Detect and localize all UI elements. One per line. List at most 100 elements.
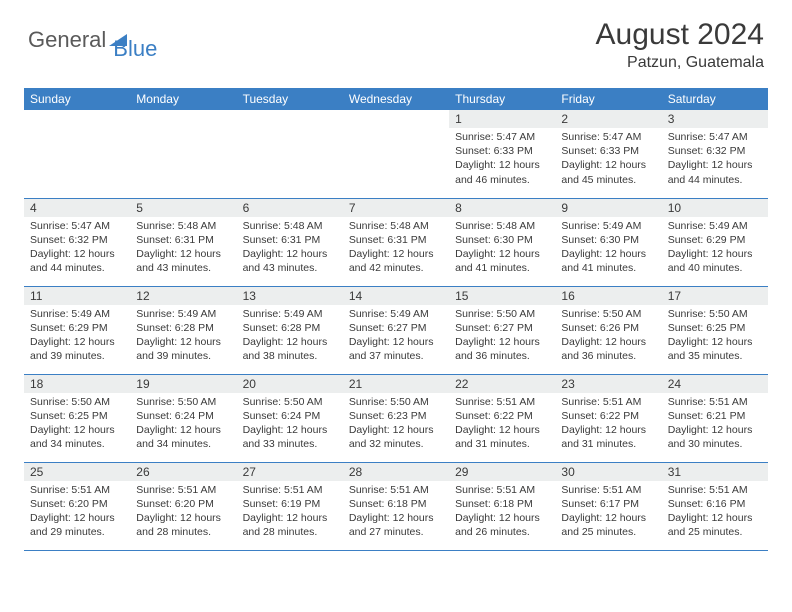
sunrise-text: Sunrise: 5:50 AM bbox=[136, 395, 230, 409]
sunset-text: Sunset: 6:21 PM bbox=[668, 409, 762, 423]
daylight-text: Daylight: 12 hours and 43 minutes. bbox=[136, 247, 230, 275]
brand-part2: Blue bbox=[113, 36, 157, 62]
sunrise-text: Sunrise: 5:51 AM bbox=[349, 483, 443, 497]
day-number: 6 bbox=[237, 199, 343, 217]
day-number: 2 bbox=[555, 110, 661, 128]
sunset-text: Sunset: 6:26 PM bbox=[561, 321, 655, 335]
sunset-text: Sunset: 6:25 PM bbox=[668, 321, 762, 335]
daylight-text: Daylight: 12 hours and 28 minutes. bbox=[243, 511, 337, 539]
day-info: Sunrise: 5:51 AMSunset: 6:22 PMDaylight:… bbox=[555, 393, 661, 456]
day-number: 14 bbox=[343, 287, 449, 305]
day-number: 17 bbox=[662, 287, 768, 305]
daylight-text: Daylight: 12 hours and 39 minutes. bbox=[30, 335, 124, 363]
calendar-cell: 13Sunrise: 5:49 AMSunset: 6:28 PMDayligh… bbox=[237, 286, 343, 374]
sunrise-text: Sunrise: 5:51 AM bbox=[561, 483, 655, 497]
daylight-text: Daylight: 12 hours and 39 minutes. bbox=[136, 335, 230, 363]
day-info: Sunrise: 5:49 AMSunset: 6:28 PMDaylight:… bbox=[237, 305, 343, 368]
day-number: 28 bbox=[343, 463, 449, 481]
calendar-week: 11Sunrise: 5:49 AMSunset: 6:29 PMDayligh… bbox=[24, 286, 768, 374]
day-info: Sunrise: 5:50 AMSunset: 6:25 PMDaylight:… bbox=[24, 393, 130, 456]
calendar-week: 4Sunrise: 5:47 AMSunset: 6:32 PMDaylight… bbox=[24, 198, 768, 286]
day-number: 15 bbox=[449, 287, 555, 305]
day-header: Wednesday bbox=[343, 88, 449, 110]
calendar-cell: 22Sunrise: 5:51 AMSunset: 6:22 PMDayligh… bbox=[449, 374, 555, 462]
sunset-text: Sunset: 6:28 PM bbox=[243, 321, 337, 335]
sunrise-text: Sunrise: 5:51 AM bbox=[136, 483, 230, 497]
sunrise-text: Sunrise: 5:47 AM bbox=[30, 219, 124, 233]
sunrise-text: Sunrise: 5:48 AM bbox=[455, 219, 549, 233]
sunrise-text: Sunrise: 5:50 AM bbox=[561, 307, 655, 321]
sunset-text: Sunset: 6:22 PM bbox=[561, 409, 655, 423]
day-info: Sunrise: 5:48 AMSunset: 6:31 PMDaylight:… bbox=[237, 217, 343, 280]
calendar-cell: 23Sunrise: 5:51 AMSunset: 6:22 PMDayligh… bbox=[555, 374, 661, 462]
daylight-text: Daylight: 12 hours and 41 minutes. bbox=[455, 247, 549, 275]
daylight-text: Daylight: 12 hours and 35 minutes. bbox=[668, 335, 762, 363]
day-number: 4 bbox=[24, 199, 130, 217]
day-info: Sunrise: 5:48 AMSunset: 6:30 PMDaylight:… bbox=[449, 217, 555, 280]
sunrise-text: Sunrise: 5:48 AM bbox=[136, 219, 230, 233]
sunrise-text: Sunrise: 5:50 AM bbox=[243, 395, 337, 409]
calendar-cell: 31Sunrise: 5:51 AMSunset: 6:16 PMDayligh… bbox=[662, 462, 768, 550]
sunset-text: Sunset: 6:16 PM bbox=[668, 497, 762, 511]
day-info: Sunrise: 5:51 AMSunset: 6:20 PMDaylight:… bbox=[24, 481, 130, 544]
sunset-text: Sunset: 6:27 PM bbox=[349, 321, 443, 335]
day-info: Sunrise: 5:51 AMSunset: 6:20 PMDaylight:… bbox=[130, 481, 236, 544]
sunrise-text: Sunrise: 5:50 AM bbox=[30, 395, 124, 409]
daylight-text: Daylight: 12 hours and 30 minutes. bbox=[668, 423, 762, 451]
daylight-text: Daylight: 12 hours and 37 minutes. bbox=[349, 335, 443, 363]
sunset-text: Sunset: 6:18 PM bbox=[349, 497, 443, 511]
sunset-text: Sunset: 6:22 PM bbox=[455, 409, 549, 423]
sunrise-text: Sunrise: 5:50 AM bbox=[349, 395, 443, 409]
calendar-cell: 24Sunrise: 5:51 AMSunset: 6:21 PMDayligh… bbox=[662, 374, 768, 462]
day-info: Sunrise: 5:51 AMSunset: 6:22 PMDaylight:… bbox=[449, 393, 555, 456]
sunset-text: Sunset: 6:30 PM bbox=[561, 233, 655, 247]
sunset-text: Sunset: 6:33 PM bbox=[561, 144, 655, 158]
calendar-cell: 6Sunrise: 5:48 AMSunset: 6:31 PMDaylight… bbox=[237, 198, 343, 286]
month-title: August 2024 bbox=[596, 18, 764, 52]
day-number: 9 bbox=[555, 199, 661, 217]
brand-part1: General bbox=[28, 27, 106, 53]
day-info: Sunrise: 5:50 AMSunset: 6:23 PMDaylight:… bbox=[343, 393, 449, 456]
day-info: Sunrise: 5:47 AMSunset: 6:33 PMDaylight:… bbox=[449, 128, 555, 191]
day-number: 3 bbox=[662, 110, 768, 128]
day-number: 26 bbox=[130, 463, 236, 481]
day-info: Sunrise: 5:49 AMSunset: 6:30 PMDaylight:… bbox=[555, 217, 661, 280]
calendar-cell: 5Sunrise: 5:48 AMSunset: 6:31 PMDaylight… bbox=[130, 198, 236, 286]
calendar-week: 1Sunrise: 5:47 AMSunset: 6:33 PMDaylight… bbox=[24, 110, 768, 198]
daylight-text: Daylight: 12 hours and 43 minutes. bbox=[243, 247, 337, 275]
sunset-text: Sunset: 6:19 PM bbox=[243, 497, 337, 511]
day-info: Sunrise: 5:47 AMSunset: 6:32 PMDaylight:… bbox=[24, 217, 130, 280]
sunrise-text: Sunrise: 5:47 AM bbox=[561, 130, 655, 144]
daylight-text: Daylight: 12 hours and 44 minutes. bbox=[30, 247, 124, 275]
day-header: Monday bbox=[130, 88, 236, 110]
day-number: 5 bbox=[130, 199, 236, 217]
sunrise-text: Sunrise: 5:47 AM bbox=[455, 130, 549, 144]
sunrise-text: Sunrise: 5:51 AM bbox=[243, 483, 337, 497]
calendar-cell: 1Sunrise: 5:47 AMSunset: 6:33 PMDaylight… bbox=[449, 110, 555, 198]
day-info: Sunrise: 5:50 AMSunset: 6:25 PMDaylight:… bbox=[662, 305, 768, 368]
calendar-cell: 20Sunrise: 5:50 AMSunset: 6:24 PMDayligh… bbox=[237, 374, 343, 462]
day-info: Sunrise: 5:51 AMSunset: 6:16 PMDaylight:… bbox=[662, 481, 768, 544]
day-number: 23 bbox=[555, 375, 661, 393]
daylight-text: Daylight: 12 hours and 40 minutes. bbox=[668, 247, 762, 275]
daylight-text: Daylight: 12 hours and 26 minutes. bbox=[455, 511, 549, 539]
day-number: 12 bbox=[130, 287, 236, 305]
sunset-text: Sunset: 6:32 PM bbox=[668, 144, 762, 158]
day-number bbox=[343, 110, 449, 128]
day-info: Sunrise: 5:50 AMSunset: 6:26 PMDaylight:… bbox=[555, 305, 661, 368]
page-header: General Blue August 2024 Patzun, Guatema… bbox=[0, 0, 792, 80]
sunset-text: Sunset: 6:29 PM bbox=[30, 321, 124, 335]
sunset-text: Sunset: 6:24 PM bbox=[136, 409, 230, 423]
sunrise-text: Sunrise: 5:51 AM bbox=[668, 483, 762, 497]
calendar-cell bbox=[130, 110, 236, 198]
day-number: 30 bbox=[555, 463, 661, 481]
sunset-text: Sunset: 6:32 PM bbox=[30, 233, 124, 247]
sunrise-text: Sunrise: 5:51 AM bbox=[668, 395, 762, 409]
sunset-text: Sunset: 6:31 PM bbox=[349, 233, 443, 247]
day-info: Sunrise: 5:48 AMSunset: 6:31 PMDaylight:… bbox=[130, 217, 236, 280]
sunset-text: Sunset: 6:17 PM bbox=[561, 497, 655, 511]
sunrise-text: Sunrise: 5:49 AM bbox=[349, 307, 443, 321]
sunset-text: Sunset: 6:23 PM bbox=[349, 409, 443, 423]
sunrise-text: Sunrise: 5:51 AM bbox=[455, 483, 549, 497]
day-number: 11 bbox=[24, 287, 130, 305]
